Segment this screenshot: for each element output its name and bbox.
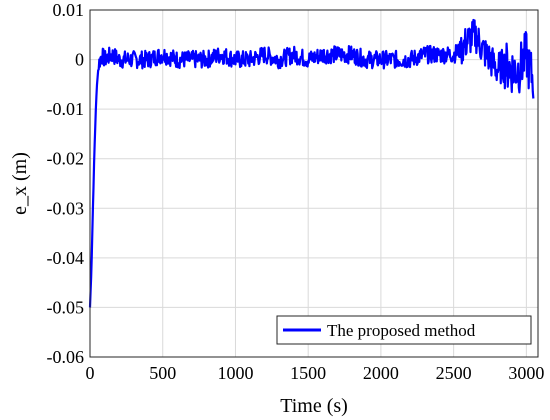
- tick-labels: 0 500 1000 1500 2000 2500 3000 0.01 0 -0.01 -0.02 -…: [47, 0, 545, 383]
- plot-frame: [89, 9, 539, 358]
- y-tick-label: 0.01: [53, 0, 85, 20]
- x-tick-label: 1500: [290, 363, 326, 383]
- y-tick-label: -0.03: [47, 198, 85, 218]
- y-tick-label: -0.01: [47, 99, 85, 119]
- y-tick-label: -0.04: [47, 248, 85, 268]
- series-line: [88, 18, 535, 308]
- x-tick-label: 1000: [217, 363, 253, 383]
- y-axis-label: e_x (m): [9, 152, 31, 215]
- grid: [89, 9, 538, 358]
- x-tick-label: 500: [149, 363, 176, 383]
- x-tick-label: 3000: [508, 363, 544, 383]
- series-layer: [88, 18, 535, 308]
- y-tick-label: 0: [75, 50, 84, 70]
- y-tick-label: -0.02: [47, 149, 85, 169]
- x-tick-label: 0: [86, 363, 95, 383]
- y-tick-label: -0.05: [47, 297, 85, 317]
- x-tick-label: 2000: [363, 363, 399, 383]
- x-axis-label: Time (s): [280, 395, 348, 417]
- y-tick-label: -0.06: [47, 347, 85, 367]
- legend: The proposed method: [276, 315, 532, 345]
- legend-label: The proposed method: [327, 321, 476, 340]
- x-tick-label: 2500: [436, 363, 472, 383]
